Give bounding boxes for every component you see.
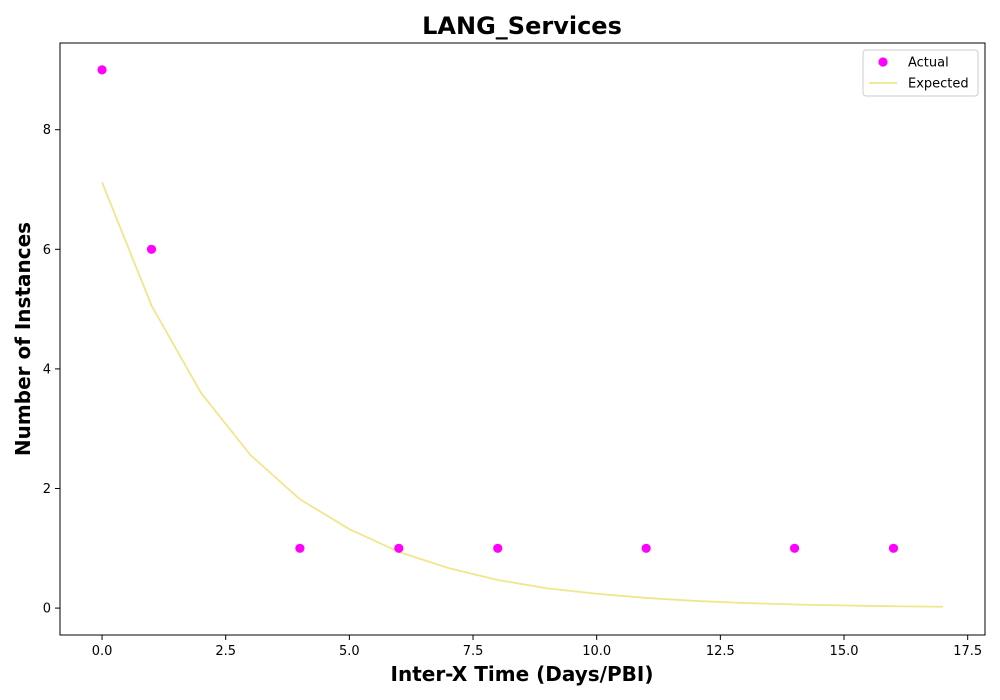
x-tick-label: 2.5 [215, 644, 236, 659]
series-line-expected [101, 181, 943, 608]
legend-label: Expected [908, 77, 969, 92]
plot-frame [59, 42, 986, 636]
data-point-actual [789, 543, 800, 553]
data-point-actual [888, 543, 899, 553]
data-point-actual [97, 65, 107, 75]
legend-box [862, 49, 979, 97]
x-tick-label: 12.5 [706, 644, 735, 659]
data-point-actual [641, 543, 651, 553]
data-point-actual [146, 244, 157, 254]
y-tick-label: 8 [43, 123, 51, 138]
legend-marker-actual [878, 57, 888, 67]
data-point-actual [394, 543, 404, 553]
legend: Actual Expected [862, 49, 979, 97]
chart-title: LANG_Services [422, 12, 622, 40]
x-tick-label: 0.0 [92, 644, 113, 659]
x-tick-label: 15.0 [830, 644, 859, 659]
data-point-actual [295, 543, 305, 553]
plot-area [59, 42, 986, 636]
x-tick-label: 17.5 [953, 644, 982, 659]
y-tick-label: 0 [43, 602, 51, 617]
legend-label: Actual [908, 56, 949, 71]
y-tick-label: 4 [43, 362, 51, 377]
y-tick-label: 2 [43, 482, 51, 497]
data-point-actual [493, 543, 503, 553]
y-axis-label: Number of Instances [11, 222, 35, 456]
y-tick-label: 6 [43, 243, 51, 258]
x-axis-label: Inter-X Time (Days/PBI) [391, 662, 654, 686]
x-axis: 0.0 2.5 5.0 7.5 10.0 12.5 15.0 17.5 [92, 635, 982, 659]
x-tick-label: 10.0 [582, 644, 611, 659]
x-tick-label: 5.0 [339, 644, 360, 659]
x-tick-label: 7.5 [463, 644, 484, 659]
y-axis: 0 2 4 6 8 [43, 123, 60, 617]
